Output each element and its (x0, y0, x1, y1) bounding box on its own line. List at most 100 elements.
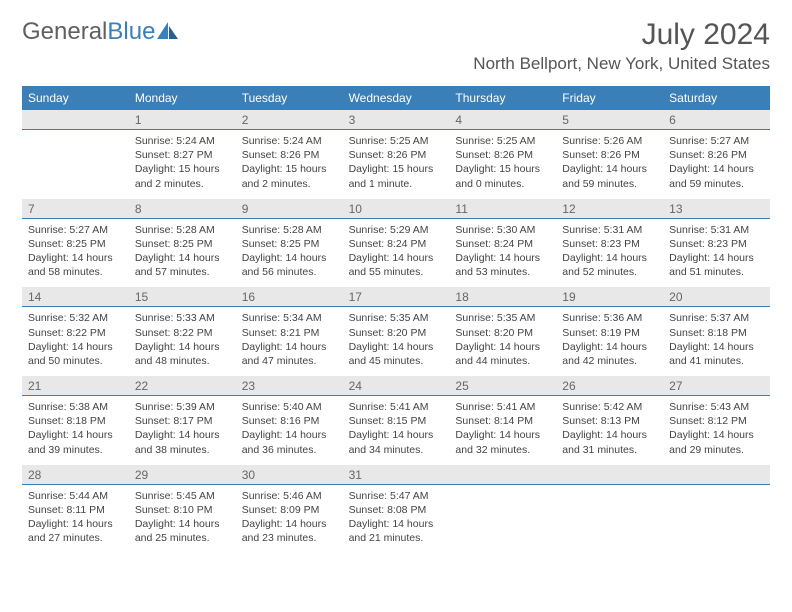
date-number: 14 (22, 287, 129, 306)
sunset-text: Sunset: 8:11 PM (28, 503, 123, 517)
sunrise-text: Sunrise: 5:24 AM (135, 134, 230, 148)
date-number: 6 (663, 110, 770, 129)
day-cell: Sunrise: 5:37 AMSunset: 8:18 PMDaylight:… (663, 307, 770, 376)
date-number: 27 (663, 376, 770, 395)
dow-wednesday: Wednesday (343, 86, 450, 110)
sunset-text: Sunset: 8:25 PM (28, 237, 123, 251)
daylight-text: Daylight: 14 hours and 48 minutes. (135, 340, 230, 368)
date-number: 2 (236, 110, 343, 129)
daylight-text: Daylight: 14 hours and 32 minutes. (455, 428, 550, 456)
location-subtitle: North Bellport, New York, United States (473, 54, 770, 74)
sunrise-text: Sunrise: 5:42 AM (562, 400, 657, 414)
date-number: 25 (449, 376, 556, 395)
dow-thursday: Thursday (449, 86, 556, 110)
daylight-text: Daylight: 15 hours and 2 minutes. (242, 162, 337, 190)
day-cell: Sunrise: 5:24 AMSunset: 8:27 PMDaylight:… (129, 130, 236, 199)
sunrise-text: Sunrise: 5:24 AM (242, 134, 337, 148)
sunset-text: Sunset: 8:22 PM (135, 326, 230, 340)
daylight-text: Daylight: 14 hours and 34 minutes. (349, 428, 444, 456)
date-number (663, 465, 770, 484)
day-cell: Sunrise: 5:46 AMSunset: 8:09 PMDaylight:… (236, 485, 343, 554)
sunrise-text: Sunrise: 5:28 AM (242, 223, 337, 237)
sunrise-text: Sunrise: 5:39 AM (135, 400, 230, 414)
date-number-row: 123456 (22, 110, 770, 130)
daylight-text: Daylight: 14 hours and 42 minutes. (562, 340, 657, 368)
sunset-text: Sunset: 8:26 PM (349, 148, 444, 162)
daylight-text: Daylight: 14 hours and 39 minutes. (28, 428, 123, 456)
day-cell: Sunrise: 5:40 AMSunset: 8:16 PMDaylight:… (236, 396, 343, 465)
daylight-text: Daylight: 14 hours and 50 minutes. (28, 340, 123, 368)
date-number: 19 (556, 287, 663, 306)
sunrise-text: Sunrise: 5:36 AM (562, 311, 657, 325)
month-title: July 2024 (473, 18, 770, 52)
header-row: GeneralBlue July 2024 North Bellport, Ne… (22, 18, 770, 74)
sunset-text: Sunset: 8:27 PM (135, 148, 230, 162)
date-number: 29 (129, 465, 236, 484)
sunrise-text: Sunrise: 5:34 AM (242, 311, 337, 325)
sunset-text: Sunset: 8:26 PM (669, 148, 764, 162)
daylight-text: Daylight: 14 hours and 51 minutes. (669, 251, 764, 279)
day-cell: Sunrise: 5:36 AMSunset: 8:19 PMDaylight:… (556, 307, 663, 376)
logo: GeneralBlue (22, 18, 179, 46)
date-number: 15 (129, 287, 236, 306)
sunrise-text: Sunrise: 5:32 AM (28, 311, 123, 325)
date-number: 10 (343, 199, 450, 218)
daylight-text: Daylight: 14 hours and 52 minutes. (562, 251, 657, 279)
sunrise-text: Sunrise: 5:47 AM (349, 489, 444, 503)
sunset-text: Sunset: 8:21 PM (242, 326, 337, 340)
sunset-text: Sunset: 8:20 PM (349, 326, 444, 340)
day-cell: Sunrise: 5:34 AMSunset: 8:21 PMDaylight:… (236, 307, 343, 376)
logo-text-blue: Blue (107, 18, 155, 46)
date-number: 20 (663, 287, 770, 306)
sunset-text: Sunset: 8:22 PM (28, 326, 123, 340)
sunset-text: Sunset: 8:10 PM (135, 503, 230, 517)
day-cell: Sunrise: 5:39 AMSunset: 8:17 PMDaylight:… (129, 396, 236, 465)
day-cell (22, 130, 129, 199)
logo-text-general: General (22, 18, 107, 46)
day-cell: Sunrise: 5:47 AMSunset: 8:08 PMDaylight:… (343, 485, 450, 554)
sunrise-text: Sunrise: 5:31 AM (562, 223, 657, 237)
day-cell: Sunrise: 5:30 AMSunset: 8:24 PMDaylight:… (449, 219, 556, 288)
sunrise-text: Sunrise: 5:27 AM (669, 134, 764, 148)
sunrise-text: Sunrise: 5:31 AM (669, 223, 764, 237)
daylight-text: Daylight: 14 hours and 55 minutes. (349, 251, 444, 279)
sunrise-text: Sunrise: 5:46 AM (242, 489, 337, 503)
daylight-text: Daylight: 14 hours and 58 minutes. (28, 251, 123, 279)
day-cell: Sunrise: 5:41 AMSunset: 8:14 PMDaylight:… (449, 396, 556, 465)
sunrise-text: Sunrise: 5:38 AM (28, 400, 123, 414)
day-of-week-header: Sunday Monday Tuesday Wednesday Thursday… (22, 86, 770, 110)
dow-tuesday: Tuesday (236, 86, 343, 110)
week-body-row: Sunrise: 5:44 AMSunset: 8:11 PMDaylight:… (22, 485, 770, 554)
day-cell: Sunrise: 5:31 AMSunset: 8:23 PMDaylight:… (556, 219, 663, 288)
date-number: 24 (343, 376, 450, 395)
logo-sail-icon (157, 22, 179, 40)
date-number: 22 (129, 376, 236, 395)
day-cell: Sunrise: 5:45 AMSunset: 8:10 PMDaylight:… (129, 485, 236, 554)
date-number: 17 (343, 287, 450, 306)
date-number: 5 (556, 110, 663, 129)
day-cell: Sunrise: 5:43 AMSunset: 8:12 PMDaylight:… (663, 396, 770, 465)
daylight-text: Daylight: 14 hours and 45 minutes. (349, 340, 444, 368)
sunrise-text: Sunrise: 5:25 AM (455, 134, 550, 148)
day-cell: Sunrise: 5:24 AMSunset: 8:26 PMDaylight:… (236, 130, 343, 199)
date-number: 11 (449, 199, 556, 218)
sunrise-text: Sunrise: 5:27 AM (28, 223, 123, 237)
daylight-text: Daylight: 14 hours and 36 minutes. (242, 428, 337, 456)
date-number: 8 (129, 199, 236, 218)
day-cell: Sunrise: 5:35 AMSunset: 8:20 PMDaylight:… (449, 307, 556, 376)
daylight-text: Daylight: 14 hours and 59 minutes. (669, 162, 764, 190)
sunrise-text: Sunrise: 5:45 AM (135, 489, 230, 503)
sunset-text: Sunset: 8:18 PM (28, 414, 123, 428)
sunrise-text: Sunrise: 5:37 AM (669, 311, 764, 325)
title-block: July 2024 North Bellport, New York, Unit… (473, 18, 770, 74)
sunset-text: Sunset: 8:12 PM (669, 414, 764, 428)
daylight-text: Daylight: 14 hours and 25 minutes. (135, 517, 230, 545)
day-cell: Sunrise: 5:29 AMSunset: 8:24 PMDaylight:… (343, 219, 450, 288)
daylight-text: Daylight: 14 hours and 41 minutes. (669, 340, 764, 368)
day-cell: Sunrise: 5:27 AMSunset: 8:26 PMDaylight:… (663, 130, 770, 199)
week-body-row: Sunrise: 5:32 AMSunset: 8:22 PMDaylight:… (22, 307, 770, 376)
sunrise-text: Sunrise: 5:40 AM (242, 400, 337, 414)
daylight-text: Daylight: 14 hours and 56 minutes. (242, 251, 337, 279)
sunset-text: Sunset: 8:14 PM (455, 414, 550, 428)
sunrise-text: Sunrise: 5:25 AM (349, 134, 444, 148)
